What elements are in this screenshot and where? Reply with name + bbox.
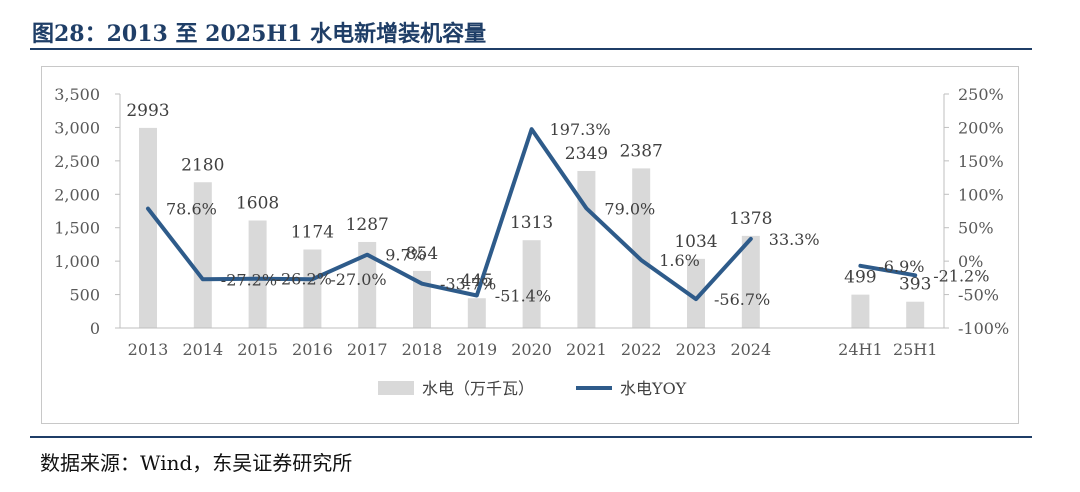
bar-data-label: 2180 xyxy=(181,155,224,175)
x-tick-label: 2016 xyxy=(292,340,333,359)
title-rule xyxy=(30,48,1032,50)
legend-label-line: 水电YOY xyxy=(620,379,687,398)
x-tick-label: 2021 xyxy=(566,340,607,359)
bar-data-label: 1608 xyxy=(236,193,279,213)
x-tick-label: 2019 xyxy=(456,340,497,359)
bar-data-label: 2349 xyxy=(565,144,608,164)
x-tick-label: 2018 xyxy=(402,340,443,359)
right-tick-label: 250% xyxy=(958,85,1004,104)
right-tick-label: 150% xyxy=(958,152,1004,171)
left-axis: 0 500 1,000 1,500 2,000 2,500 3,000 3,500 xyxy=(54,85,121,338)
x-tick-label: 2024 xyxy=(730,340,771,359)
line-data-label: 33.3% xyxy=(769,230,820,249)
left-tick-label: 500 xyxy=(69,286,100,305)
right-tick-label: 0% xyxy=(958,252,983,271)
bar xyxy=(139,127,157,328)
x-tick-label: 2015 xyxy=(237,340,278,359)
left-tick-label: 3,500 xyxy=(54,85,100,104)
bar-data-label: 1378 xyxy=(729,209,772,229)
x-tick-label: 25H1 xyxy=(893,340,938,359)
line-data-label: -56.7% xyxy=(714,290,770,309)
x-axis: 2013 2014 2015 2016 2017 2018 2019 2020 2021 2022… xyxy=(120,327,944,359)
bar xyxy=(248,220,267,328)
line-data-label: -27.0% xyxy=(330,270,386,289)
line-data-label: -51.4% xyxy=(495,287,551,306)
left-tick-label: 3,000 xyxy=(54,118,100,137)
bar-data-label: 1313 xyxy=(510,213,553,233)
bar xyxy=(193,182,212,328)
line-data-label: 78.6% xyxy=(166,200,217,219)
x-tick-label: 2014 xyxy=(182,340,223,359)
yoy-line xyxy=(146,127,918,302)
bar xyxy=(632,168,651,328)
bar xyxy=(522,240,541,328)
line-data-label: -26.2% xyxy=(276,270,332,289)
right-tick-label: 50% xyxy=(958,219,994,238)
line-data-label: 197.3% xyxy=(550,120,611,139)
line-data-label: 1.6% xyxy=(659,251,700,270)
x-tick-label: 2022 xyxy=(621,340,662,359)
line-data-label: -21.2% xyxy=(933,266,989,285)
left-tick-label: 1,500 xyxy=(54,219,100,238)
right-tick-label: -50% xyxy=(958,286,999,305)
right-tick-label: 200% xyxy=(958,118,1004,137)
bar xyxy=(358,241,377,328)
bar xyxy=(906,301,925,328)
bar-series xyxy=(139,127,925,328)
left-tick-label: 1,000 xyxy=(54,252,100,271)
bar xyxy=(741,235,760,328)
line-data-label: 79.0% xyxy=(604,199,655,218)
right-tick-label: 100% xyxy=(958,185,1004,204)
left-tick-label: 2,000 xyxy=(54,185,100,204)
legend-label-bar: 水电（万千瓦） xyxy=(422,379,534,398)
bar xyxy=(851,294,870,328)
legend: 水电（万千瓦） 水电YOY xyxy=(378,379,687,398)
left-tick-label: 0 xyxy=(90,319,100,338)
source-rule xyxy=(30,436,1032,438)
bar-data-label: 499 xyxy=(844,268,876,288)
chart-title: 图28：2013 至 2025H1 水电新增装机容量 xyxy=(32,21,487,47)
x-tick-label: 2023 xyxy=(676,340,717,359)
line-data-label: -33.7% xyxy=(440,275,496,294)
line-data-label: 9.7% xyxy=(385,246,426,265)
legend-swatch-bar xyxy=(378,381,414,395)
x-tick-label: 2013 xyxy=(128,340,169,359)
bar-data-label: 393 xyxy=(899,275,931,295)
line-data-label: -6.9% xyxy=(878,257,924,276)
right-tick-label: -100% xyxy=(958,319,1009,338)
bar-data-label: 1287 xyxy=(346,215,389,235)
bar-data-label: 2387 xyxy=(620,141,663,161)
bar xyxy=(467,298,486,328)
line-labels: 78.6% -27.2%-26.2%-27.0% 9.7% -33.7%-51.4% 1… xyxy=(166,120,989,309)
line-data-label: -27.2% xyxy=(221,270,277,289)
bar xyxy=(577,170,596,328)
line-series xyxy=(146,127,918,302)
left-tick-label: 2,500 xyxy=(54,152,100,171)
x-tick-label: 2020 xyxy=(511,340,552,359)
x-tick-label: 2017 xyxy=(347,340,388,359)
right-axis: -100% -50% 0% 50% 100% 150% 200% 250% xyxy=(943,85,1009,338)
source-note: 数据来源：Wind，东吴证券研究所 xyxy=(40,451,353,475)
bar-data-label: 854 xyxy=(406,244,438,264)
bar xyxy=(303,249,322,328)
bar-data-label: 2993 xyxy=(126,101,169,121)
x-tick-label: 24H1 xyxy=(838,340,883,359)
bar-data-label: 1174 xyxy=(291,223,334,243)
bar-data-label: 1034 xyxy=(674,232,717,252)
chart-frame xyxy=(41,66,1019,424)
bar xyxy=(687,258,705,328)
